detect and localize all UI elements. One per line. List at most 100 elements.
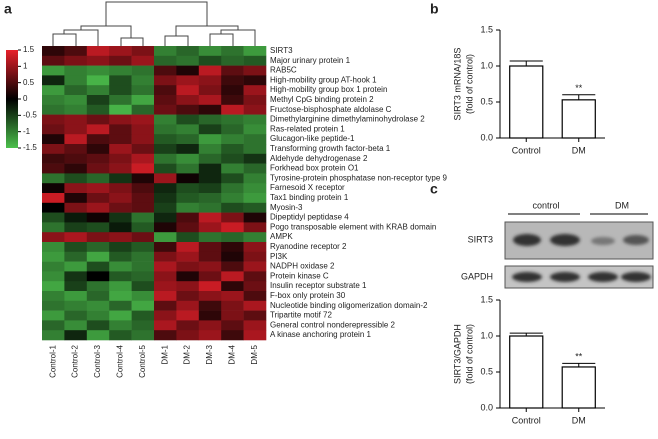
heatmap-cell — [109, 271, 132, 282]
heatmap-cell — [243, 212, 267, 223]
heatmap-cell — [86, 320, 110, 331]
heatmap-cell — [42, 330, 65, 341]
heatmap-cell — [131, 183, 155, 194]
heatmap-cell — [86, 310, 110, 321]
heatmap-cell — [198, 242, 222, 253]
heatmap-cell — [198, 202, 222, 213]
heatmap-cell — [176, 261, 200, 272]
heatmap-cell — [243, 65, 267, 76]
heatmap-cell — [221, 75, 244, 86]
heatmap-cell — [109, 46, 132, 57]
heatmap-cell — [109, 242, 132, 253]
heatmap-cell — [221, 104, 244, 115]
heatmap-cell — [131, 281, 155, 292]
heatmap-cell — [131, 291, 155, 302]
heatmap-cell — [86, 193, 110, 204]
heatmap-cell — [154, 85, 177, 96]
heatmap-cell — [86, 222, 110, 233]
heatmap-cell — [64, 173, 88, 184]
heatmap-cell — [198, 124, 222, 135]
heatmap-cell — [42, 271, 65, 282]
heatmap-cell — [86, 183, 110, 194]
heatmap-cell — [42, 261, 65, 272]
heatmap-cell — [198, 104, 222, 115]
heatmap-cell — [154, 124, 177, 135]
heatmap-cell — [131, 193, 155, 204]
heatmap-cell — [243, 173, 267, 184]
heatmap-cell — [154, 104, 177, 115]
heatmap-cell — [86, 104, 110, 115]
y-tick-label: 1.0 — [480, 330, 493, 340]
heatmap-cell — [243, 271, 267, 282]
heatmap-cell — [86, 291, 110, 302]
heatmap-cell — [198, 173, 222, 184]
heatmap-cell — [154, 291, 177, 302]
heatmap-cell — [243, 261, 267, 272]
heatmap-cell — [221, 85, 244, 96]
heatmap-cell — [221, 55, 244, 66]
heatmap-cell — [221, 212, 244, 223]
heatmap-cell — [42, 173, 65, 184]
heatmap-cell — [154, 114, 177, 125]
heatmap-cell — [64, 55, 88, 66]
panel-label: a — [4, 1, 12, 17]
heatmap-cell — [154, 65, 177, 76]
heatmap-cell — [64, 300, 88, 311]
heatmap-cell — [198, 163, 222, 174]
heatmap-cell — [86, 55, 110, 66]
blot-band-label: GAPDH — [461, 271, 493, 281]
heatmap-cell — [42, 212, 65, 223]
heatmap-cell — [176, 271, 200, 282]
y-tick-label: 1.5 — [480, 294, 493, 304]
heatmap-cell — [131, 65, 155, 76]
heatmap-cell — [243, 232, 267, 243]
heatmap-cell — [221, 153, 244, 164]
heatmap-cell — [131, 261, 155, 272]
heatmap-cell — [109, 251, 132, 262]
heatmap-cell — [198, 183, 222, 194]
row-label: High-mobility group box 1 protein — [270, 85, 387, 94]
y-tick-label: 0.0 — [480, 402, 493, 412]
heatmap-cell — [198, 75, 222, 86]
heatmap-cell — [42, 153, 65, 164]
row-label: Dimethylarginine dimethylaminohydrolase … — [270, 115, 425, 124]
y-axis-label: SIRT3/GAPDH — [452, 324, 462, 384]
heatmap-cell — [109, 281, 132, 292]
heatmap-cell — [243, 310, 267, 321]
row-label: Dipeptidyl peptidase 4 — [270, 213, 349, 222]
heatmap-cell — [176, 310, 200, 321]
heatmap-cell — [131, 242, 155, 253]
heatmap-cell — [86, 75, 110, 86]
heatmap-cell — [154, 173, 177, 184]
significance: ** — [575, 352, 583, 362]
heatmap-cell — [198, 320, 222, 331]
bar — [509, 335, 544, 409]
heatmap-cell — [243, 202, 267, 213]
row-label: AMPK — [270, 232, 293, 241]
heatmap-cell — [221, 310, 244, 321]
heatmap-cell — [109, 65, 132, 76]
heatmap-cell — [243, 291, 267, 302]
row-label: Transforming growth factor-beta 1 — [270, 144, 391, 153]
bar — [561, 366, 596, 409]
heatmap-cell — [64, 65, 88, 76]
heatmap-cell — [243, 300, 267, 311]
row-label: Glucagon-like peptide-1 — [270, 134, 355, 143]
heatmap-cell — [243, 124, 267, 135]
row-label: Myosin-3 — [270, 203, 303, 212]
heatmap-cell — [176, 193, 200, 204]
column-label: DM-1 — [160, 344, 169, 364]
heatmap-cell — [64, 75, 88, 86]
row-label: Insulin receptor substrate 1 — [270, 281, 367, 290]
colorbar — [6, 50, 18, 148]
heatmap-cell — [243, 104, 267, 115]
row-label: Aldehyde dehydrogenase 2 — [270, 154, 368, 163]
heatmap-cell — [221, 144, 244, 155]
row-label: Pogo transposable element with KRAB doma… — [270, 222, 436, 231]
heatmap-cell — [42, 55, 65, 66]
heatmap-cell — [243, 193, 267, 204]
heatmap-cell — [109, 320, 132, 331]
heatmap-cell — [109, 85, 132, 96]
heatmap-cell — [131, 114, 155, 125]
column-label: Control-4 — [116, 344, 125, 377]
